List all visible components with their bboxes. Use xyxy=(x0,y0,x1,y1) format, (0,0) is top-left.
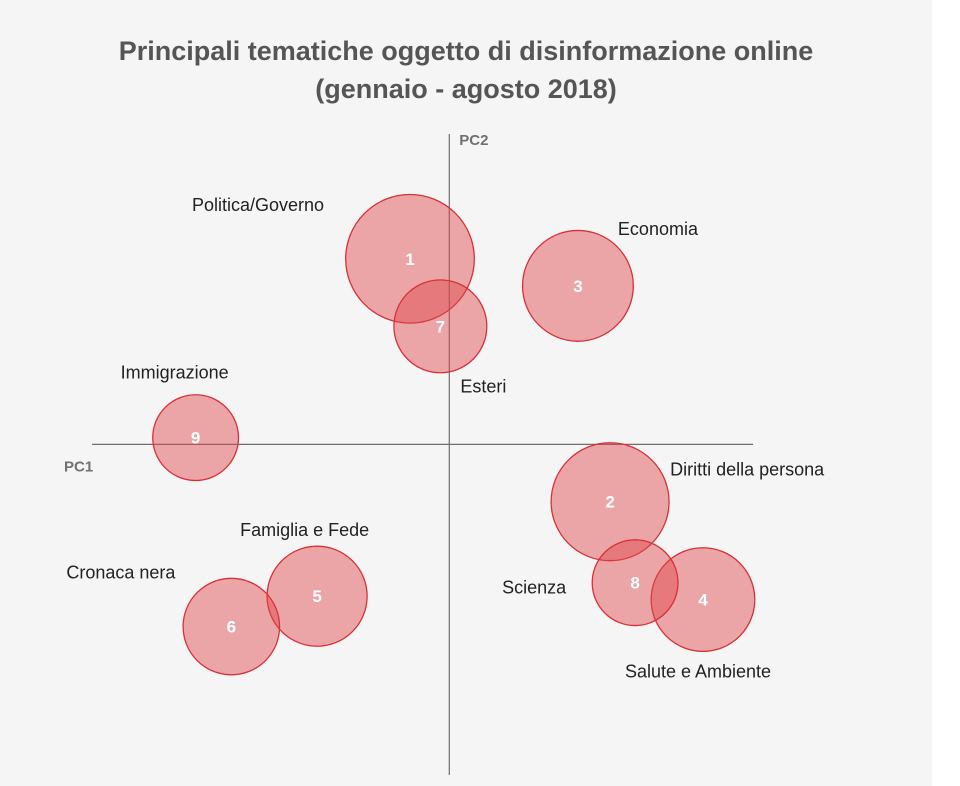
bubble-number-6: 6 xyxy=(227,618,236,637)
bubble-3 xyxy=(521,229,634,342)
bubble-number-7: 7 xyxy=(436,317,445,336)
bubble-label-9: Immigrazione xyxy=(121,363,229,383)
bubble-label-group: Politica/Governo Diritti della persona Eco… xyxy=(66,195,825,682)
bubble-1 xyxy=(345,193,475,324)
bubble-2 xyxy=(550,442,670,562)
bubble-plot: PC1 PC2 1 2 3 4 5 6 7 8 9 Politica/Governo Diritt… xyxy=(64,132,825,775)
bubble-7 xyxy=(393,279,488,374)
chart-panel xyxy=(0,0,932,786)
bubble-number-1: 1 xyxy=(405,250,414,269)
bubble-label-2: Diritti della persona xyxy=(670,460,825,480)
bubble-number-4: 4 xyxy=(698,591,708,610)
bubble-6 xyxy=(182,577,281,676)
bubble-number-3: 3 xyxy=(573,277,582,296)
bubble-8 xyxy=(591,539,679,627)
chart-title-line-2: (gennaio - agosto 2018) xyxy=(315,74,617,104)
bubble-label-5: Famiglia e Fede xyxy=(240,520,369,540)
bubble-number-9: 9 xyxy=(191,429,200,448)
bubble-number-2: 2 xyxy=(605,493,614,512)
y-axis-label: PC2 xyxy=(459,132,488,149)
chart-title: Principali tematiche oggetto di disinfor… xyxy=(0,32,932,108)
bubble-5 xyxy=(266,545,368,647)
bubble-label-3: Economia xyxy=(618,219,699,239)
x-axis-label: PC1 xyxy=(64,458,93,475)
bubble-group: 1 2 3 4 5 6 7 8 9 xyxy=(152,193,756,676)
bubble-label-7: Esteri xyxy=(460,376,506,396)
bubble-label-1: Politica/Governo xyxy=(192,195,324,215)
chart-title-line-1: Principali tematiche oggetto di disinfor… xyxy=(118,36,814,66)
bubble-label-4: Salute e Ambiente xyxy=(625,662,771,682)
bubble-9 xyxy=(152,394,240,482)
bubble-number-8: 8 xyxy=(630,574,639,593)
bubble-number-5: 5 xyxy=(312,587,321,606)
bubble-label-6: Cronaca nera xyxy=(66,563,176,583)
bubble-label-8: Scienza xyxy=(502,578,567,598)
